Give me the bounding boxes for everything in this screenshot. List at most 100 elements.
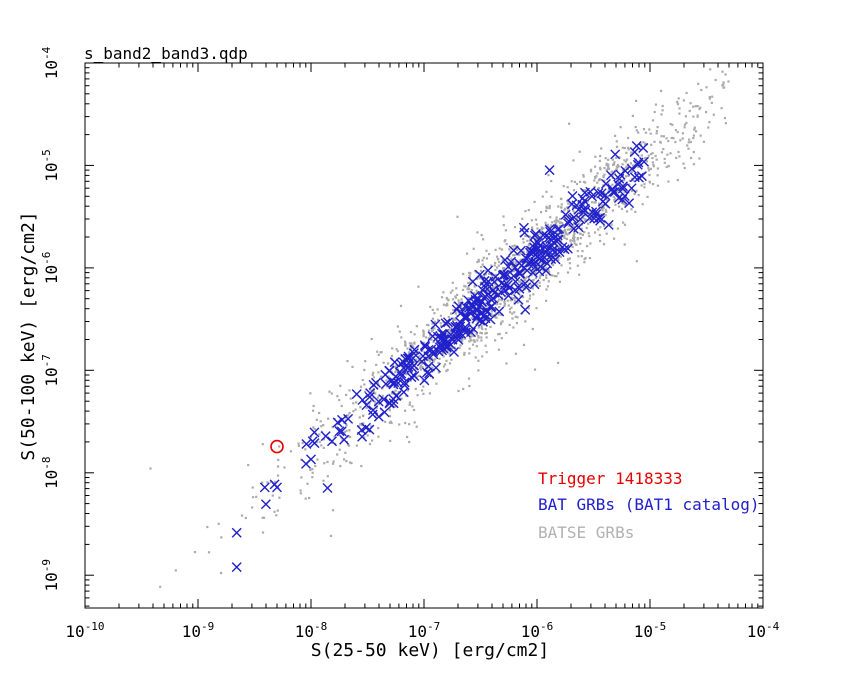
batse-point xyxy=(635,129,638,132)
batse-point xyxy=(699,134,702,137)
batse-point xyxy=(642,128,646,131)
batse-point xyxy=(585,226,588,230)
batse-point xyxy=(599,168,602,171)
batse-point xyxy=(444,304,448,307)
bat-point xyxy=(569,212,580,223)
batse-point xyxy=(406,347,409,350)
batse-point xyxy=(485,319,488,322)
bat-point xyxy=(442,336,453,347)
batse-point xyxy=(518,285,522,288)
batse-point xyxy=(496,258,499,261)
batse-point xyxy=(540,228,543,231)
bat-point xyxy=(503,261,514,272)
batse-point xyxy=(654,154,657,158)
batse-point xyxy=(490,274,493,277)
batse-point xyxy=(468,274,471,277)
batse-point xyxy=(677,97,680,100)
batse-point xyxy=(509,299,512,302)
batse-point xyxy=(627,148,630,151)
bat-point xyxy=(390,371,401,382)
bat-point xyxy=(388,398,399,409)
bat-point xyxy=(231,527,242,538)
batse-point xyxy=(661,109,664,112)
batse-point xyxy=(522,286,525,289)
batse-point xyxy=(392,390,395,393)
batse-point xyxy=(727,80,730,83)
batse-point xyxy=(419,368,422,371)
bat-point xyxy=(618,181,628,192)
batse-point xyxy=(390,421,393,425)
batse-point xyxy=(488,253,491,256)
batse-point xyxy=(588,218,591,222)
batse-point xyxy=(391,364,395,367)
batse-point xyxy=(652,183,655,186)
bat-point xyxy=(537,255,547,266)
batse-point xyxy=(475,319,478,322)
batse-point xyxy=(545,190,548,193)
batse-point xyxy=(546,285,549,288)
batse-point xyxy=(446,298,449,301)
batse-point xyxy=(454,296,457,299)
bat-point xyxy=(449,347,459,357)
batse-point xyxy=(500,321,503,324)
batse-point xyxy=(497,264,500,267)
batse-point xyxy=(426,358,430,362)
batse-point xyxy=(421,366,424,369)
batse-point xyxy=(681,137,684,140)
batse-point xyxy=(446,332,449,335)
batse-point xyxy=(452,318,455,322)
batse-point xyxy=(528,297,531,300)
batse-point xyxy=(612,195,615,199)
batse-point xyxy=(468,347,471,350)
batse-point xyxy=(410,342,413,345)
bat-point xyxy=(550,254,561,265)
batse-point xyxy=(573,239,576,243)
batse-point xyxy=(441,353,444,356)
batse-point xyxy=(275,514,278,517)
batse-point xyxy=(343,430,346,434)
batse-point xyxy=(538,276,541,279)
bat-point xyxy=(477,296,487,307)
batse-point xyxy=(660,151,664,154)
batse-point xyxy=(607,189,610,192)
batse-point xyxy=(540,235,543,238)
batse-point xyxy=(599,166,602,169)
batse-point xyxy=(568,224,571,228)
batse-point xyxy=(603,167,606,170)
batse-point xyxy=(348,444,351,447)
batse-point xyxy=(452,317,455,320)
batse-point xyxy=(406,360,409,364)
batse-point xyxy=(528,242,531,246)
batse-point xyxy=(550,195,553,198)
batse-point xyxy=(480,332,483,335)
batse-point xyxy=(376,382,380,385)
batse-point xyxy=(542,279,545,282)
batse-point xyxy=(545,276,548,279)
bat-point xyxy=(606,170,616,181)
batse-point xyxy=(414,387,417,390)
batse-point xyxy=(526,275,529,278)
bat-point xyxy=(424,368,435,379)
batse-point xyxy=(461,288,465,291)
bat-point xyxy=(560,209,571,220)
batse-point xyxy=(567,202,570,205)
batse-point xyxy=(482,294,485,297)
batse-point xyxy=(624,160,627,163)
batse-point xyxy=(525,262,528,265)
batse-point xyxy=(401,369,404,372)
bat-point xyxy=(557,242,568,253)
bat-point xyxy=(361,400,372,411)
batse-point xyxy=(470,317,473,320)
batse-point xyxy=(566,228,569,231)
batse-point xyxy=(663,157,666,160)
batse-point xyxy=(648,180,651,183)
batse-point xyxy=(603,179,606,182)
batse-point xyxy=(338,448,341,451)
batse-point xyxy=(498,305,501,309)
bat-point xyxy=(379,407,390,418)
batse-point xyxy=(501,267,505,270)
bat-point xyxy=(638,143,649,153)
batse-point xyxy=(363,383,366,386)
batse-point xyxy=(571,245,574,248)
batse-point xyxy=(409,348,413,351)
